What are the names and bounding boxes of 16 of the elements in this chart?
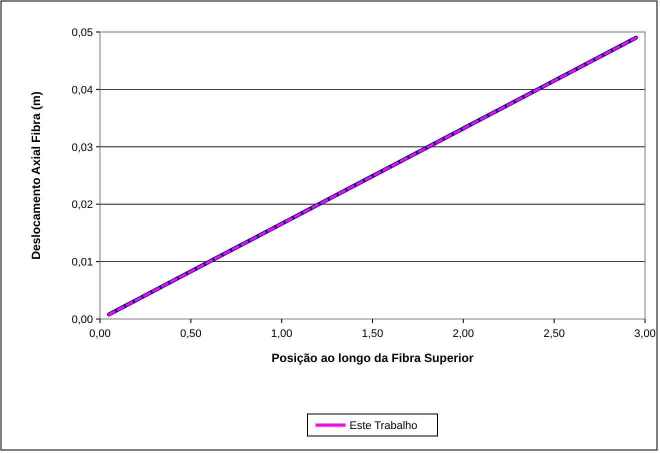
x-tick-label: 2,50 xyxy=(543,328,565,340)
x-tick-label: 0,00 xyxy=(89,328,111,340)
x-tick-label: 1,00 xyxy=(270,328,292,340)
y-tick-label: 0,03 xyxy=(72,142,93,154)
y-tick-label: 0,04 xyxy=(72,84,93,96)
legend-label: Este Trabalho xyxy=(350,420,418,432)
y-tick-label: 0,00 xyxy=(72,314,93,326)
y-axis-title: Deslocamento Axial Fibra (m) xyxy=(29,91,43,260)
x-tick-label: 0,50 xyxy=(180,328,202,340)
y-tick-label: 0,01 xyxy=(72,256,93,269)
x-tick-label: 2,00 xyxy=(452,328,474,340)
y-tick-label: 0,02 xyxy=(72,199,93,212)
x-axis-title: Posição ao longo da Fibra Superior xyxy=(271,351,474,365)
y-tick-label: 0,05 xyxy=(72,27,93,39)
x-tick-label: 3,00 xyxy=(634,328,656,340)
x-tick-label: 1,50 xyxy=(362,328,384,340)
